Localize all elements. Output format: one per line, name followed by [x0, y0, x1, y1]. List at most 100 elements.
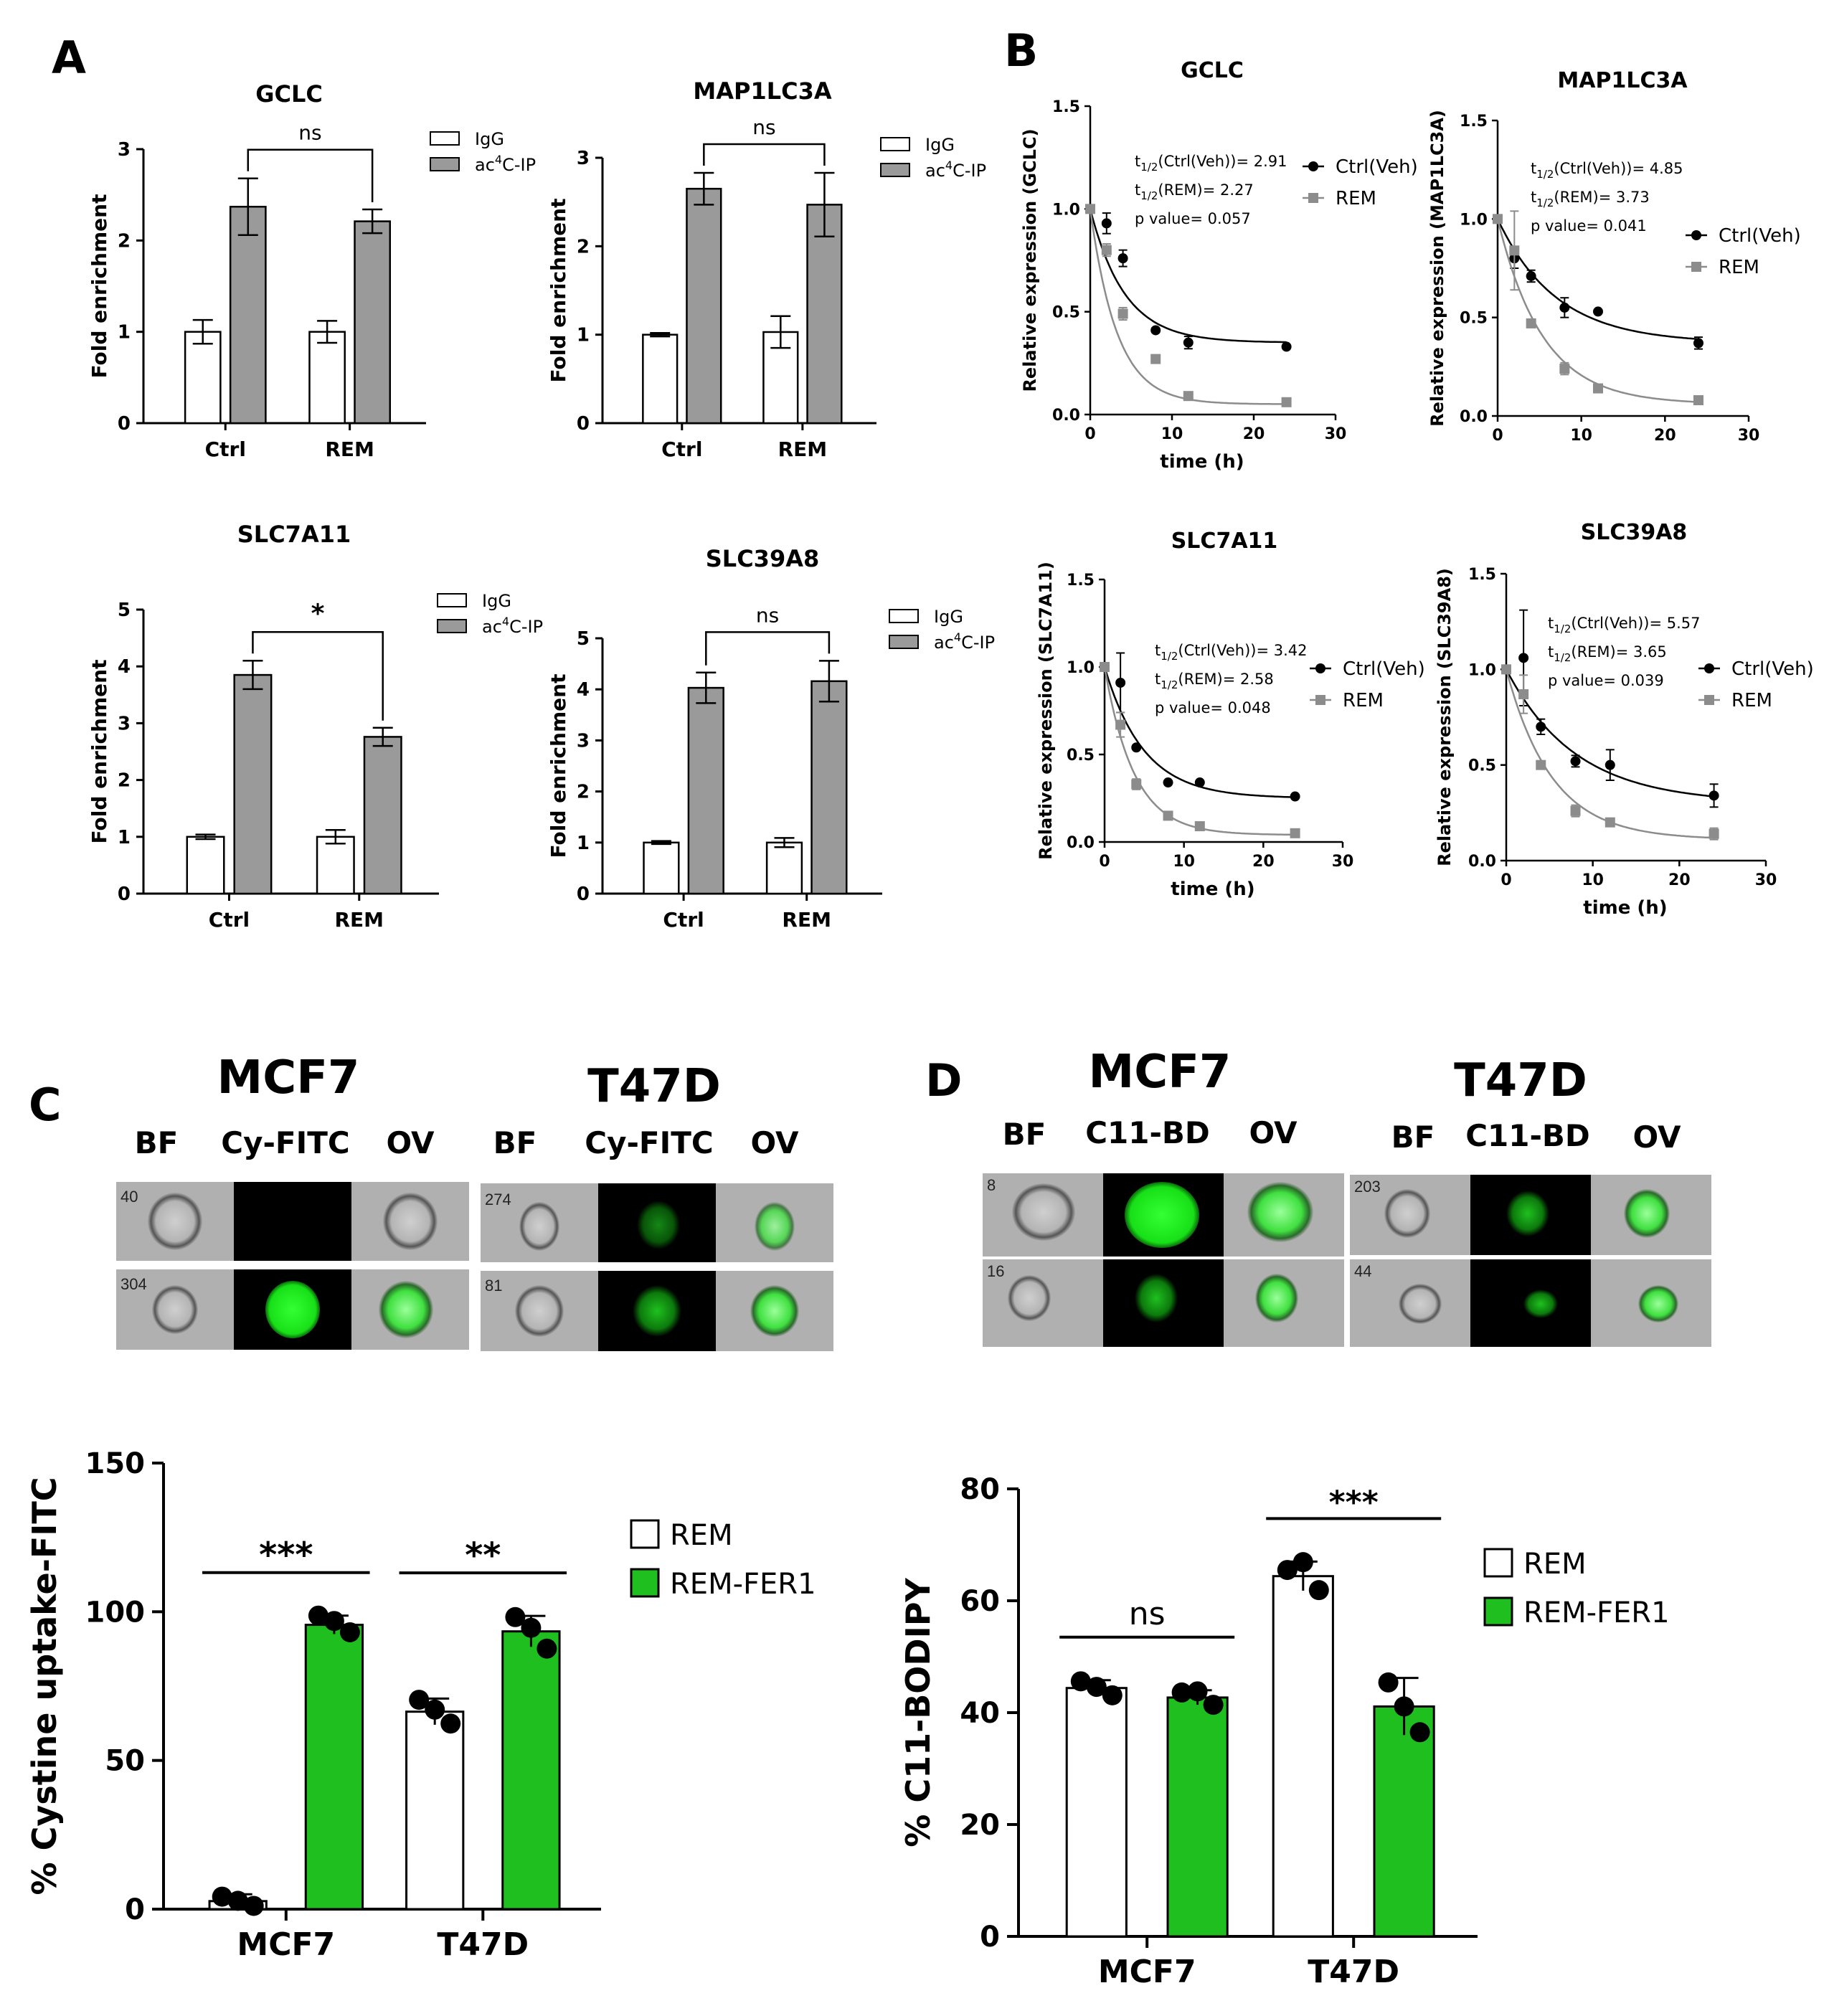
slc39a8-bar-igg-ctrl — [643, 841, 680, 895]
c11-bodipy-y-tick-label: 0 — [980, 1921, 1000, 1954]
slc39a8-legend-label-ac4c-ip: ac4C-IP — [934, 630, 995, 653]
decay-gclc-annotation: p value= 0.057 — [1135, 210, 1251, 227]
cystine-uptake-fitc-significance-label: *** — [259, 1535, 313, 1576]
decay-slc7a11-point-rem — [1131, 779, 1142, 790]
decay-slc7a11-point-ctrl-veh — [1115, 677, 1126, 688]
decay-map1lc3a-point-rem — [1559, 364, 1570, 374]
slc7a11-significance-bracket — [252, 631, 384, 721]
decay-slc39a8-y-tick-label: 0.0 — [1468, 853, 1496, 871]
decay-slc7a11-point-ctrl-veh — [1194, 777, 1205, 788]
c11-bodipy-x-tick-label-t47d: T47D — [1308, 1954, 1399, 1990]
gclc-significance-bracket — [247, 148, 374, 203]
map1lc3a-y-tick-label: 3 — [577, 148, 590, 169]
c11-bodipy-bar-rem-t47d — [1272, 1575, 1334, 1938]
decay-map1lc3a-annotation: p value= 0.041 — [1531, 217, 1647, 235]
cystine-uptake-fitc-y-tick-label: 50 — [105, 1745, 145, 1778]
d-mcf7-r2-bf-cell — [1008, 1275, 1051, 1321]
c11-bodipy-replicate-point — [1070, 1671, 1091, 1692]
cystine-uptake-fitc-bar-rem-fer1-mcf7 — [304, 1624, 364, 1911]
decay-gclc-point-ctrl-veh — [1150, 325, 1161, 336]
decay-gclc-title: GCLC — [1181, 58, 1244, 83]
gclc-legend-text: C-IP — [502, 155, 536, 175]
decay-slc39a8-y-tick-label: 0.5 — [1468, 757, 1496, 775]
gclc-x-tick-label-rem: REM — [325, 437, 374, 461]
decay-gclc-x-tick-label: 30 — [1325, 425, 1347, 443]
cystine-uptake-fitc-y-tick-label: 100 — [85, 1596, 146, 1629]
decay-slc39a8-annotation: p value= 0.039 — [1548, 672, 1664, 689]
decay-slc39a8-point-rem — [1536, 759, 1546, 770]
map1lc3a-y-axis-label: Fold enrichment — [547, 199, 570, 383]
map1lc3a-legend-label-igg: IgG — [925, 135, 955, 155]
slc39a8-x-tick-label-rem: REM — [782, 908, 831, 932]
decay-slc7a11-y-tick-label: 1.0 — [1067, 659, 1095, 677]
slc7a11-legend-label-ac4c-ip: ac4C-IP — [482, 615, 543, 637]
decay-gclc-x-tick-label: 10 — [1161, 425, 1183, 443]
decay-gclc-legend-label-rem: REM — [1336, 188, 1376, 209]
cystine-uptake-fitc-replicate-point — [339, 1622, 360, 1642]
c-mcf7-r1-number: 40 — [120, 1188, 138, 1206]
decay-gclc-x-axis-label: time (h) — [1160, 451, 1244, 473]
slc7a11-bar-ac4c-ip-rem — [363, 736, 402, 895]
decay-slc7a11-legend-marker-rem — [1315, 695, 1325, 705]
decay-slc39a8-y-axis-label: Relative expression (SLC39A8) — [1435, 568, 1455, 866]
decay-gclc-point-rem — [1281, 397, 1292, 407]
panel-d-mcf7-title: MCF7 — [1089, 1046, 1232, 1099]
decay-gclc-point-rem — [1150, 354, 1161, 364]
d-t47d-r1-number: 203 — [1354, 1178, 1381, 1196]
decay-slc7a11-annotation: p value= 0.048 — [1155, 699, 1271, 716]
decay-gclc-legend-label-ctrl-veh: Ctrl(Veh) — [1336, 156, 1418, 178]
decay-slc39a8-annotation: t1/2(Ctrl(Veh))= 5.57 — [1548, 615, 1701, 635]
c11-bodipy-y-tick-label: 20 — [960, 1809, 1000, 1842]
decay-map1lc3a-x-tick-label: 10 — [1570, 427, 1592, 445]
decay-slc39a8-legend-marker-rem — [1704, 695, 1714, 705]
rip-chart-map1lc3a: MAP1LC3A 0 1 2 3 Fold enrichment Ctrl REM ns IgG a… — [547, 77, 986, 461]
map1lc3a-bar-ac4c-ip-ctrl — [686, 187, 722, 425]
cystine-uptake-fitc-legend-swatch-rem-fer1 — [630, 1568, 660, 1598]
decay-gclc-x-tick-label: 0 — [1084, 425, 1095, 443]
map1lc3a-y-tick-label: 2 — [577, 236, 590, 257]
cystine-uptake-fitc-y-axis-label: % Cystine uptake-FITC — [25, 1477, 64, 1896]
decay-chart-slc7a11: SLC7A11 0.0 0.5 1.0 1.5 0 10 20 30 time (h) Relati… — [1036, 529, 1425, 900]
map1lc3a-x-tick-label-rem: REM — [778, 437, 828, 461]
decay-slc7a11-point-rem — [1163, 810, 1173, 821]
decay-gclc-point-ctrl-veh — [1101, 218, 1112, 229]
slc39a8-y-tick-label: 5 — [577, 628, 590, 650]
decay-gclc-point-ctrl-veh — [1183, 337, 1194, 348]
cystine-uptake-fitc-y-tick-label: 150 — [85, 1447, 146, 1480]
c11-bodipy-replicate-point — [1292, 1552, 1313, 1573]
map1lc3a-y-tick-label: 0 — [577, 413, 590, 435]
cystine-uptake-fitc-replicate-point — [308, 1605, 329, 1626]
decay-slc39a8-y-tick-label: 1.0 — [1468, 661, 1496, 679]
c-t47d-r1-fitc-cell — [637, 1201, 680, 1249]
decay-gclc-x-tick-label: 20 — [1243, 425, 1265, 443]
slc7a11-y-axis-label: Fold enrichment — [88, 660, 111, 844]
gclc-y-axis-label: Fold enrichment — [88, 194, 111, 379]
c-mcf7-r2-ov-cell — [379, 1281, 433, 1338]
map1lc3a-bar-ac4c-ip-rem — [806, 204, 843, 425]
slc39a8-legend-swatch-igg — [889, 609, 919, 623]
c11-bodipy-x-tick-label-mcf7: MCF7 — [1098, 1954, 1196, 1990]
decay-map1lc3a-legend-label-rem: REM — [1719, 257, 1759, 278]
slc7a11-x-tick-label-rem: REM — [334, 908, 384, 932]
map1lc3a-title: MAP1LC3A — [693, 77, 831, 105]
decay-gclc-legend-marker-rem — [1308, 193, 1318, 203]
c11-bodipy-y-tick-label: 40 — [960, 1697, 1000, 1730]
c-mcf7-r1-ov-cell — [383, 1193, 438, 1250]
slc39a8-y-tick-label: 0 — [577, 884, 590, 905]
decay-slc39a8-x-tick-label: 0 — [1500, 871, 1511, 889]
d-mcf7-r2-number: 16 — [987, 1262, 1004, 1280]
panel-d-imaging: MCF7 T47D BF C11-BD OV BF C11-BD OV 8 16… — [983, 1046, 1711, 1347]
map1lc3a-legend-superscript: 4 — [945, 158, 953, 172]
decay-map1lc3a-x-tick-label: 0 — [1492, 427, 1503, 445]
decay-map1lc3a-annotation-subscript: 1/2 — [1536, 168, 1554, 181]
map1lc3a-y-tick-label: 1 — [577, 325, 590, 346]
panel-c-t47d-bf-label: BF — [493, 1125, 537, 1160]
decay-gclc-y-tick-label: 1.0 — [1052, 201, 1080, 219]
decay-slc39a8-point-rem — [1709, 828, 1719, 839]
decay-slc7a11-point-ctrl-veh — [1163, 777, 1173, 788]
panel-letter-d: D — [925, 1054, 962, 1107]
decay-slc7a11-annotation-text: (REM)= 2.58 — [1178, 671, 1273, 688]
rip-chart-gclc: GCLC 0 1 2 3 Fold enrichment Ctrl REM ns IgG ac4C-… — [88, 80, 536, 461]
decay-slc39a8-annotation-subscript: 1/2 — [1554, 623, 1571, 635]
decay-slc39a8-point-rem — [1518, 689, 1529, 699]
